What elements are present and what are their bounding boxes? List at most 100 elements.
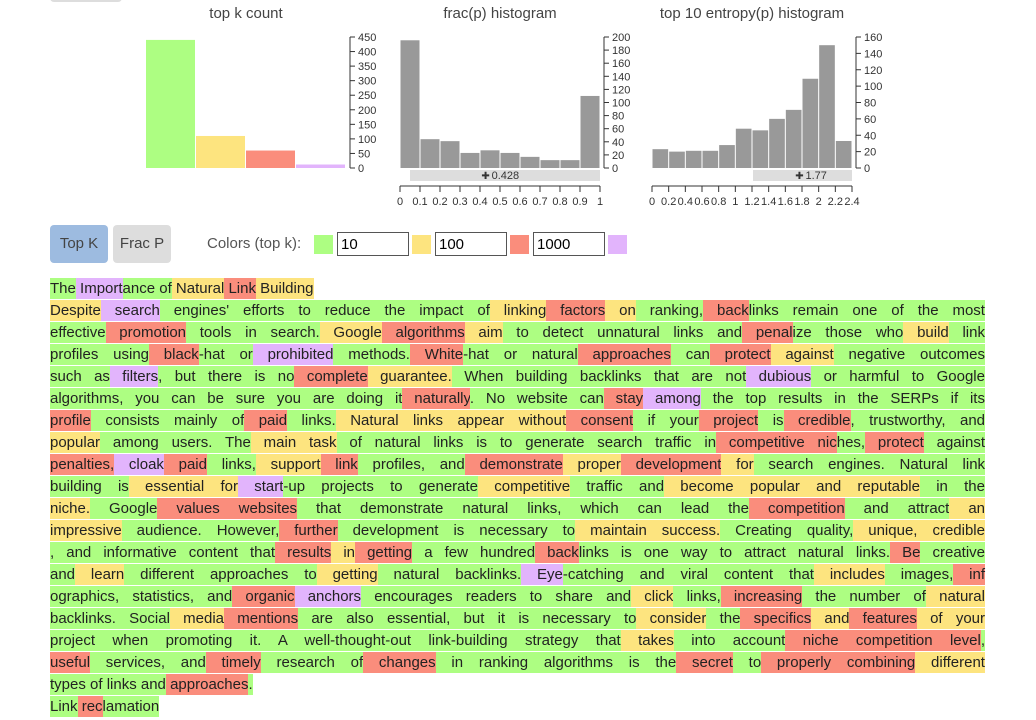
token[interactable]: Building [255,278,314,299]
token[interactable]: impressive [50,520,122,541]
token[interactable]: links, [673,586,721,607]
token[interactable]: prohibited [252,344,334,365]
token[interactable]: different [915,652,985,673]
token[interactable]: main task [250,432,337,453]
token[interactable]: demonstrate [464,454,563,475]
token[interactable]: tools in search. [186,322,320,343]
token[interactable]: Link [224,278,256,299]
token[interactable]: learn [75,564,125,585]
token[interactable]: filters [109,366,159,387]
token[interactable]: methods. [333,344,410,365]
token[interactable]: black [149,344,199,365]
token[interactable]: different approaches to [124,564,317,585]
token[interactable]: into account [673,630,786,651]
token[interactable]: secret [676,652,733,673]
token[interactable]: values websites [157,498,298,519]
token[interactable]: . [248,674,253,695]
token[interactable]: in ranking algorithms is the [435,652,677,673]
token[interactable]: maintain success. [575,520,721,541]
token[interactable]: traffic and [570,476,665,497]
token[interactable]: mentions [224,608,299,629]
token[interactable]: services, and [90,652,206,673]
token[interactable]: media [169,608,225,629]
token[interactable]: promotion [105,322,187,343]
token[interactable]: linking [489,300,547,321]
token[interactable]: research of [260,652,364,673]
token[interactable]: paid [244,410,288,431]
token[interactable]: encourages readers to share and [361,586,632,607]
token[interactable]: is [758,410,784,431]
token[interactable]: essential for [128,476,238,497]
token[interactable]: takes [620,630,674,651]
token[interactable]: inf [953,564,986,585]
token[interactable]: click [631,586,674,607]
token[interactable]: increasing [720,586,803,607]
token[interactable]: organic [232,586,295,607]
token[interactable]: -hat or [198,344,253,365]
token[interactable]: approaches [577,344,671,365]
token[interactable]: on [605,300,636,321]
token[interactable]: competitive nic [716,432,837,453]
token[interactable]: includes [813,564,885,585]
token[interactable]: penalties, [50,454,115,475]
token[interactable]: cloak [114,454,164,475]
frac-p-button[interactable]: Frac P [113,225,171,263]
token[interactable]: , trustworthy, and [850,410,986,431]
token[interactable]: Google [90,498,158,519]
token[interactable]: to detect unnatural links and [502,322,743,343]
token[interactable]: consists mainly of [90,410,245,431]
token[interactable]: creative [920,542,986,563]
token[interactable]: White [409,344,464,365]
token[interactable]: an [949,498,985,519]
token[interactable]: factors [546,300,606,321]
token[interactable]: among users. The [100,432,251,453]
token[interactable]: images, [884,564,954,585]
token[interactable]: ographics, statistics, and [50,586,233,607]
token[interactable]: natural backlinks. [377,564,522,585]
token[interactable]: -hat or natural [463,344,578,365]
token[interactable]: guarantee. [367,366,452,387]
token[interactable]: paid [163,454,207,475]
token[interactable]: project [698,410,759,431]
token[interactable]: penal [742,322,793,343]
token[interactable]: -up projects to generate [283,476,479,497]
token[interactable]: niche. [50,498,91,519]
token[interactable]: the number of [802,586,926,607]
token[interactable]: back [535,542,579,563]
token[interactable]: unique, credible [853,520,985,541]
token[interactable]: credible [783,410,851,431]
token[interactable]: audience. However, [121,520,280,541]
token[interactable]: become popular and reputable [664,476,920,497]
token[interactable]: search engines. Natural link [753,454,986,475]
token[interactable]: Be [890,542,921,563]
token[interactable]: , and informative content that [50,542,276,563]
token[interactable]: rec [77,696,103,717]
token[interactable]: start [237,476,284,497]
token[interactable]: , [980,630,985,651]
token[interactable]: links remain one of the most [748,300,985,321]
token[interactable]: types of links and [50,674,166,695]
threshold-input[interactable] [533,232,605,256]
token[interactable]: features [849,608,917,629]
token[interactable]: if your [633,410,699,431]
token[interactable]: algorithms [381,322,465,343]
token[interactable]: can [670,344,710,365]
token[interactable]: Google [319,322,382,343]
token[interactable]: link [948,322,985,343]
token[interactable]: such as [50,366,110,387]
token[interactable]: to [732,652,762,673]
token[interactable]: The [50,278,76,299]
token[interactable]: or harmful to Google [811,366,985,387]
token[interactable]: changes [363,652,436,673]
token[interactable]: the top results in the SERPs if its [700,388,985,409]
token[interactable]: When building backlinks that are not [451,366,747,387]
token[interactable]: Link [50,696,78,717]
token[interactable]: project when promoting it. A well-though… [50,630,621,651]
token[interactable]: links is one way to attract natural link… [578,542,891,563]
token[interactable]: approaches [165,674,249,695]
token[interactable]: building is [50,476,129,497]
token[interactable]: in the [919,476,985,497]
token[interactable]: dubious [746,366,812,387]
token[interactable]: ize those who [792,322,904,343]
threshold-input[interactable] [435,232,507,256]
